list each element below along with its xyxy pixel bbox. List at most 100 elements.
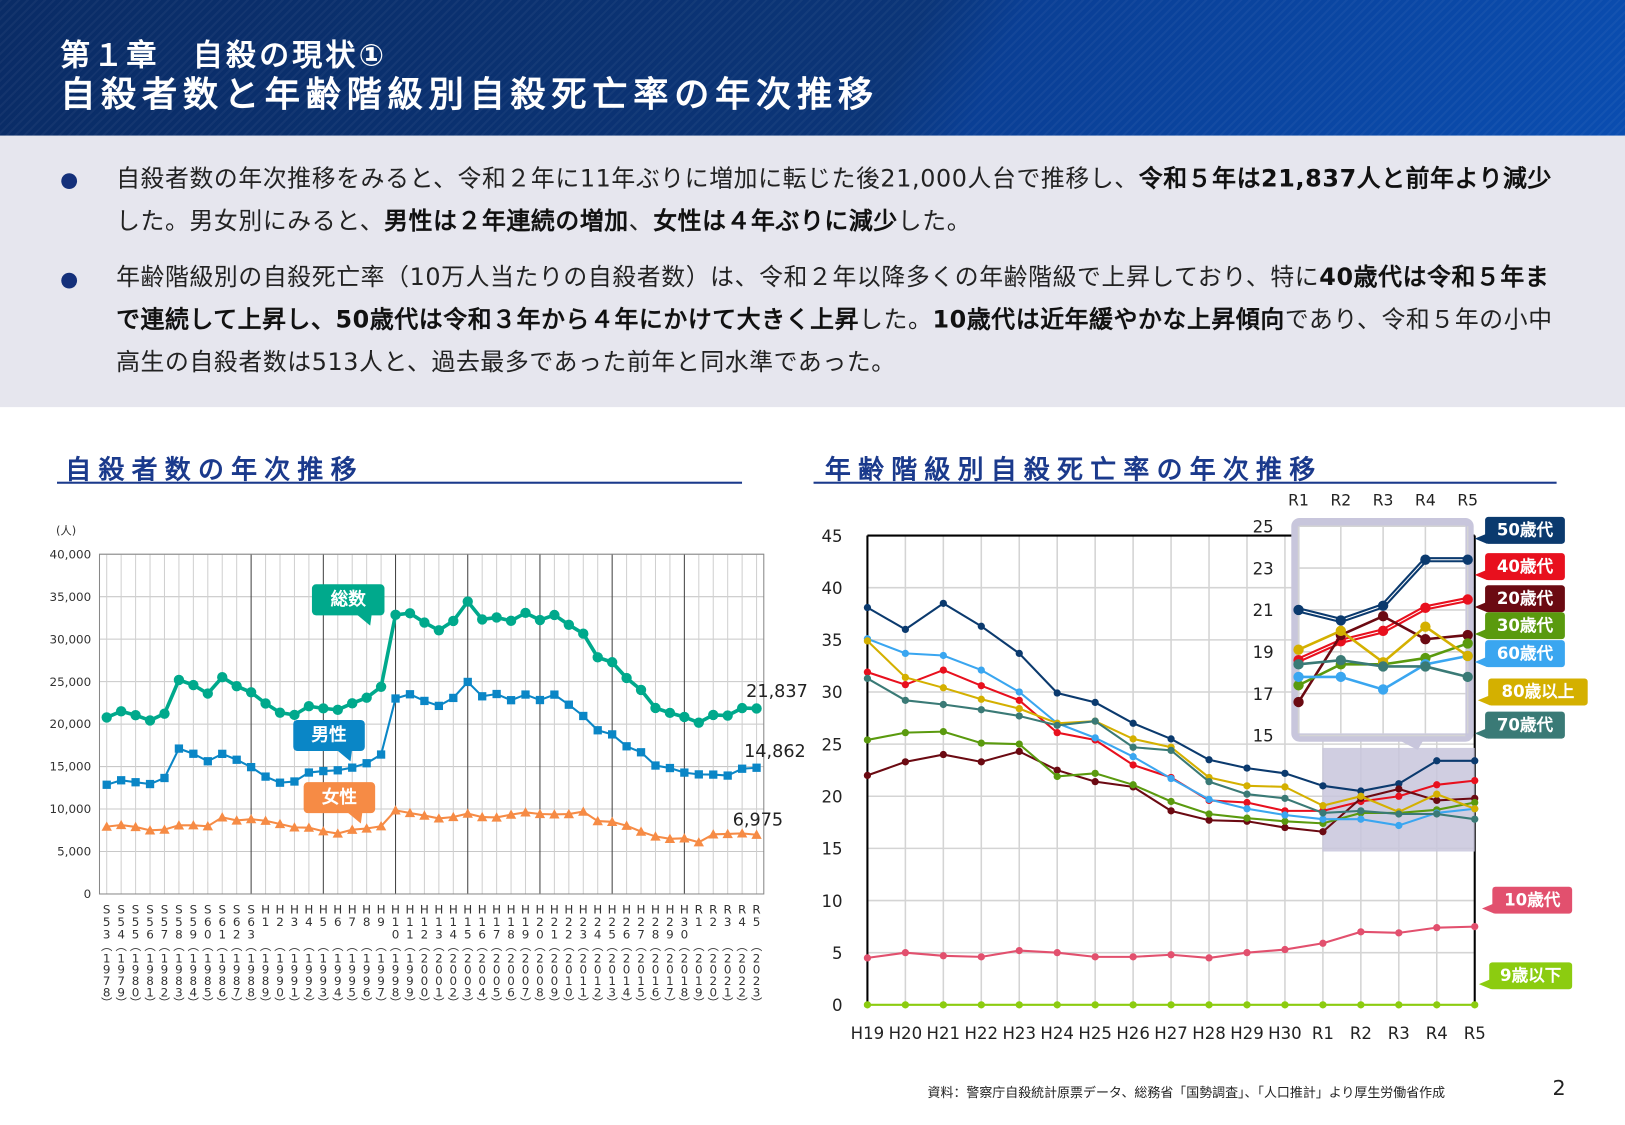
x-tick-paren: ︵ xyxy=(664,939,676,953)
data-point xyxy=(1015,696,1023,704)
x-tick-era-char: 6 xyxy=(334,915,342,929)
data-point xyxy=(1281,783,1289,791)
data-point xyxy=(1053,689,1061,697)
data-point xyxy=(188,820,199,830)
x-tick-era-char: H xyxy=(333,903,342,917)
x-tick-paren: ︶ xyxy=(144,996,156,1010)
x-tick-label: H25 xyxy=(1078,1024,1112,1043)
inset-data-point xyxy=(1420,621,1431,632)
x-tick-era-char: H xyxy=(434,903,443,917)
series-label-tag: 50歳代 xyxy=(1474,516,1565,544)
x-tick-paren: ︵ xyxy=(462,939,474,953)
x-tick-year-char: 5 xyxy=(637,986,645,1000)
x-tick-label: H24 xyxy=(1040,1024,1074,1043)
x-tick-era-char: 5 xyxy=(161,915,169,929)
x-tick-paren: ︵ xyxy=(578,939,590,953)
data-point xyxy=(404,608,416,619)
y-axis-unit: (人) xyxy=(55,524,77,538)
x-tick-year-char: 8 xyxy=(262,974,270,988)
data-point xyxy=(1243,764,1251,772)
x-tick-paren: ︵ xyxy=(751,939,763,953)
x-tick-era-char: 1 xyxy=(464,915,472,929)
data-point xyxy=(188,679,199,691)
data-point xyxy=(1471,815,1479,823)
x-tick-label: H22 xyxy=(965,1024,999,1043)
data-point xyxy=(1015,740,1023,748)
series-label-tag: 70歳代 xyxy=(1474,711,1565,739)
y-tick-label: 20 xyxy=(821,787,842,806)
x-tick-paren: ︵ xyxy=(679,939,691,953)
x-tick-era-char: H xyxy=(463,903,472,917)
x-tick-era-char: 0 xyxy=(204,928,212,942)
bullet-icon: ● xyxy=(60,166,79,192)
x-tick-era-char: 2 xyxy=(421,928,429,942)
x-tick-paren: ︵ xyxy=(520,939,532,953)
x-tick-era-char: S xyxy=(204,903,212,917)
data-point xyxy=(650,702,661,714)
x-tick-year-char: 0 xyxy=(681,963,689,977)
x-tick-era-char: 5 xyxy=(608,928,616,942)
x-tick-year-char: 7 xyxy=(233,986,241,1000)
x-tick-paren: ︵ xyxy=(332,939,344,953)
data-point xyxy=(1015,712,1023,720)
data-point xyxy=(1433,810,1441,818)
x-tick-year-char: 9 xyxy=(190,963,198,977)
data-point xyxy=(1243,814,1251,822)
inset-data-point xyxy=(1293,680,1304,691)
data-point xyxy=(246,762,256,772)
data-point xyxy=(736,702,748,714)
y-tick-label: 15 xyxy=(821,840,842,859)
x-tick-era-char: 5 xyxy=(103,915,111,929)
data-point xyxy=(977,666,985,674)
x-tick-era-char: 5 xyxy=(117,915,125,929)
data-point xyxy=(549,609,560,621)
x-tick-year-char: 0 xyxy=(536,963,544,977)
x-tick-year-char: 2 xyxy=(450,951,458,965)
data-point xyxy=(1129,953,1137,961)
x-tick-paren: ︶ xyxy=(679,996,691,1010)
x-tick-year-char: 0 xyxy=(450,974,458,988)
x-tick-paren: ︵ xyxy=(549,939,561,953)
x-tick-era-char: 1 xyxy=(450,915,458,929)
data-point xyxy=(1433,924,1441,932)
data-point xyxy=(1357,1001,1365,1009)
x-tick-year-char: 0 xyxy=(594,963,602,977)
x-tick-label: H29 xyxy=(1230,1024,1264,1043)
x-tick-year-char: 2 xyxy=(594,951,602,965)
x-tick-paren: ︶ xyxy=(592,996,604,1010)
data-point xyxy=(635,826,647,836)
x-tick-paren: ︶ xyxy=(549,996,561,1010)
data-point xyxy=(751,829,762,839)
x-tick-paren: ︵ xyxy=(635,939,647,953)
data-point xyxy=(318,826,329,836)
inset-data-point xyxy=(1293,644,1304,655)
x-tick-year-char: 2 xyxy=(536,951,544,965)
x-tick-era-char: 2 xyxy=(276,915,284,929)
data-point xyxy=(977,695,985,703)
x-tick-era-char: 3 xyxy=(579,928,587,942)
data-point xyxy=(1015,649,1023,658)
data-point xyxy=(173,820,185,830)
data-point xyxy=(863,674,872,683)
x-tick-paren: ︵ xyxy=(274,939,286,953)
x-tick-year-char: 9 xyxy=(695,986,703,1000)
x-tick-year-char: 0 xyxy=(709,986,717,1000)
x-tick-year-char: 7 xyxy=(377,986,385,1000)
x-tick-era-char: 2 xyxy=(623,915,631,929)
x-tick-year-char: 9 xyxy=(276,963,284,977)
data-point xyxy=(1015,705,1023,713)
data-point xyxy=(1167,735,1175,743)
data-point xyxy=(1319,809,1327,817)
summary-bullet-2: 年齢階級別の自殺死亡率（10万人当たりの自殺者数）は、令和２年以降多くの年齢階級… xyxy=(116,257,1567,384)
x-tick-paren: ︵ xyxy=(448,939,460,953)
x-tick-paren: ︵ xyxy=(606,939,618,953)
x-tick-year-char: 2 xyxy=(421,951,429,965)
x-tick-paren: ︵ xyxy=(621,939,633,953)
x-tick-paren: ︶ xyxy=(520,996,532,1010)
x-tick-era-char: 1 xyxy=(421,915,429,929)
x-tick-year-char: 2 xyxy=(435,951,443,965)
data-point xyxy=(174,744,184,753)
x-tick-paren: ︶ xyxy=(347,996,359,1010)
data-point xyxy=(977,682,985,690)
data-point xyxy=(901,949,910,957)
